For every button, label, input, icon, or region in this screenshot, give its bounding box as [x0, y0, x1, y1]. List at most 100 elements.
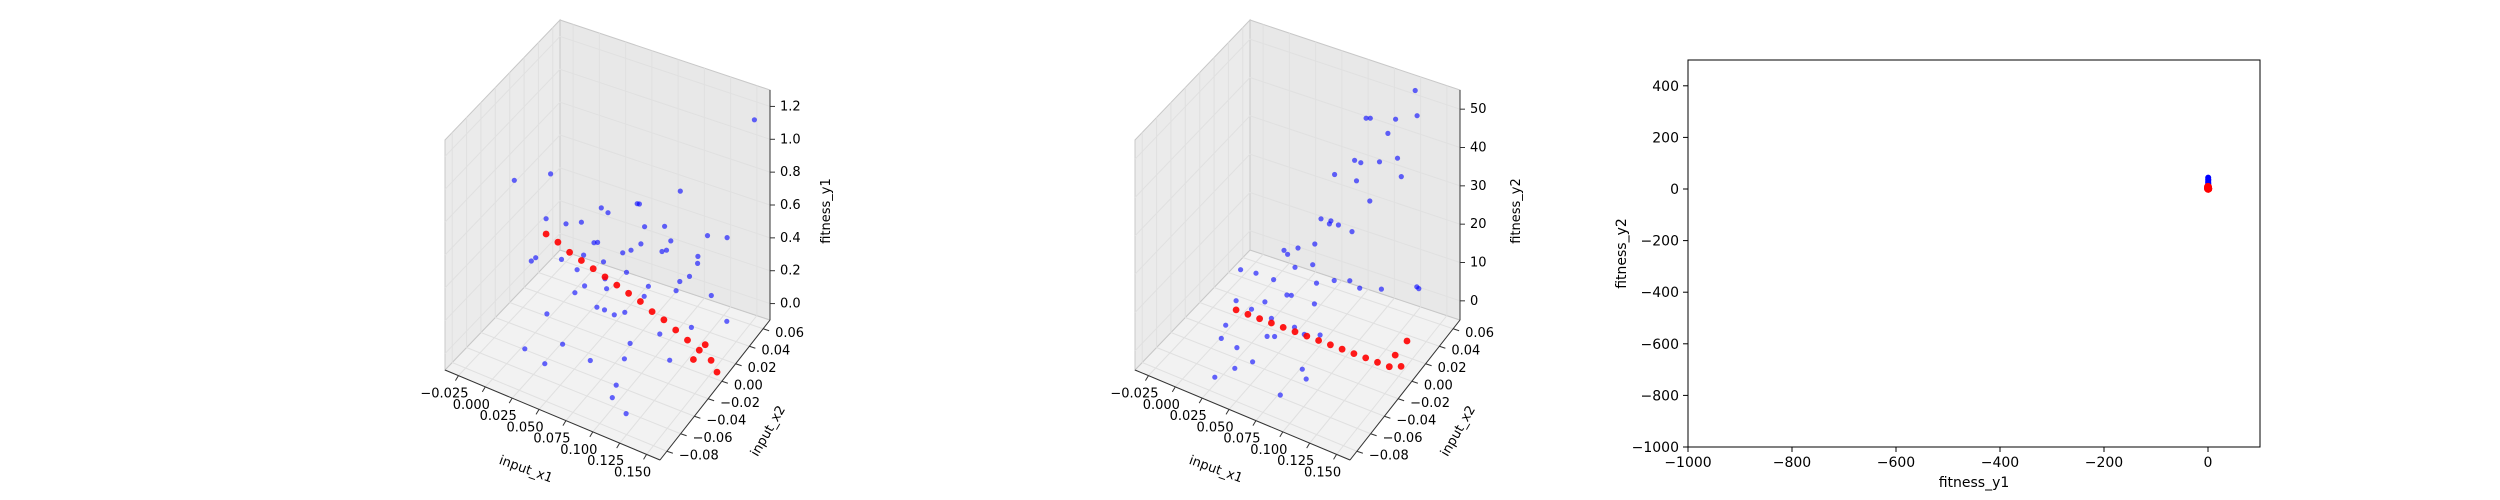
x-tick-mark	[508, 397, 513, 404]
data-point	[613, 382, 619, 388]
y-tick-label: −0.04	[1396, 413, 1436, 428]
grid-line-x	[565, 289, 679, 421]
z-tick-label: 0	[1470, 294, 1478, 309]
data-point	[1394, 155, 1401, 161]
data-point	[542, 230, 550, 238]
data-point	[662, 223, 668, 229]
data-point	[623, 269, 630, 275]
data-point	[641, 293, 647, 299]
z-tick-label: 40	[1470, 141, 1487, 156]
data-point	[600, 259, 607, 265]
data-point	[621, 356, 628, 362]
data-point	[563, 221, 569, 227]
data-point	[1295, 245, 1301, 251]
data-point	[1244, 310, 1252, 318]
data-point	[1349, 229, 1355, 235]
series-red	[542, 230, 721, 376]
grid-line-z	[1134, 230, 1461, 352]
data-point	[1232, 365, 1238, 371]
z-tick-label: 0.2	[780, 264, 801, 279]
data-point	[1403, 337, 1411, 345]
data-point	[1250, 359, 1256, 365]
grid-line-x	[1336, 315, 1448, 455]
grid-line-y	[480, 332, 695, 417]
grid-line-x	[458, 254, 574, 376]
y-tick-label: 200	[1652, 130, 1679, 146]
y-axis-label: input_x2	[748, 403, 789, 459]
y-tick-label: −400	[1641, 285, 1679, 301]
x-tick-label: 0.050	[1196, 420, 1233, 435]
grid-line-y	[1170, 332, 1385, 417]
data-point	[645, 283, 652, 289]
data-point	[533, 255, 539, 261]
grid-line-z	[444, 35, 771, 157]
x-tick-mark	[1279, 431, 1284, 438]
data-point	[701, 341, 709, 349]
grid-line-x	[592, 297, 705, 433]
data-point	[1414, 113, 1420, 119]
x-tick-mark	[1306, 442, 1311, 449]
data-point	[1393, 116, 1399, 122]
y-tick-mark	[749, 345, 756, 349]
data-point	[704, 233, 711, 239]
grid-line-x	[1309, 306, 1422, 444]
data-point	[690, 356, 697, 363]
y-tick-label: 400	[1652, 79, 1679, 95]
grid-line-x	[619, 306, 732, 444]
data-point	[660, 316, 668, 324]
x-tick-label: 0.075	[1223, 432, 1260, 447]
data-point	[1264, 333, 1270, 339]
data-point	[1279, 324, 1287, 331]
data-point	[708, 292, 714, 299]
y-tick-mark	[707, 398, 715, 402]
data-point	[1285, 251, 1291, 257]
x-tick-label: −400	[1981, 455, 2019, 471]
data-point	[1262, 299, 1268, 305]
data-point	[1385, 363, 1393, 371]
data-point	[684, 336, 691, 344]
data-point	[554, 238, 562, 246]
y-tick-label: 0.04	[761, 343, 790, 358]
grid-line-y	[1185, 317, 1399, 400]
data-point	[2205, 177, 2212, 183]
x-axis-label: fitness_y1	[1939, 475, 2010, 491]
data-point	[609, 395, 615, 401]
x-tick-label: 0.100	[1250, 443, 1287, 458]
grid-line-y	[552, 257, 764, 330]
x-tick-label: 0.075	[533, 432, 570, 447]
y-axis-line	[659, 319, 771, 461]
data-point	[1378, 286, 1384, 292]
data-point	[1292, 264, 1298, 270]
data-point	[587, 357, 593, 364]
data-point	[1212, 374, 1218, 380]
grid-line-x	[484, 262, 600, 388]
data-point	[1232, 306, 1240, 314]
data-point	[1277, 392, 1283, 398]
y-tick-mark	[1397, 398, 1405, 402]
grid-line-x	[538, 280, 653, 410]
data-point	[1311, 301, 1317, 307]
data-point	[1357, 285, 1363, 291]
data-point	[1256, 315, 1263, 323]
data-point	[672, 326, 680, 334]
y-tick-mark	[1425, 363, 1432, 367]
data-point	[1398, 174, 1404, 180]
x-tick-mark	[455, 375, 459, 381]
grid-line-y	[1242, 257, 1454, 330]
data-point	[1391, 351, 1399, 359]
data-point	[613, 281, 621, 289]
y-tick-label: −0.02	[720, 396, 760, 411]
x-tick-label: 0.025	[480, 409, 517, 424]
x-tick-label: 0.000	[1143, 398, 1180, 413]
y-axis-line	[1349, 319, 1461, 461]
grid-line-z	[444, 68, 771, 190]
data-point	[591, 240, 597, 246]
x-tick-mark	[1171, 386, 1176, 393]
data-point	[657, 331, 663, 337]
data-point	[544, 311, 550, 317]
z-tick-label: 20	[1470, 217, 1487, 232]
y-tick-label: −0.04	[706, 413, 746, 428]
data-point	[622, 309, 628, 315]
data-point	[2204, 182, 2212, 191]
data-point	[659, 248, 665, 255]
